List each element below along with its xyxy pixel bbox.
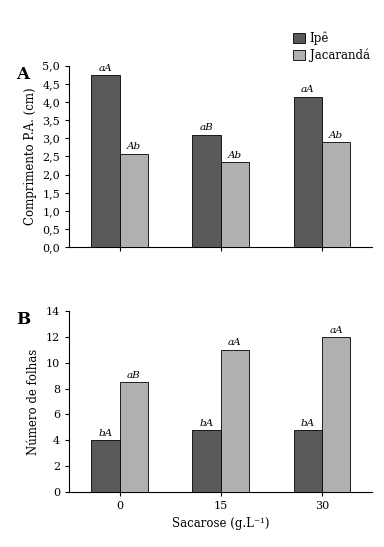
- Text: Ab: Ab: [329, 131, 343, 139]
- Bar: [221, 162, 249, 247]
- Y-axis label: Comprimento P.A. (cm): Comprimento P.A. (cm): [24, 88, 37, 225]
- Bar: [322, 142, 350, 247]
- Bar: [120, 154, 148, 247]
- Bar: [192, 430, 221, 492]
- Text: aA: aA: [301, 85, 314, 94]
- Text: aA: aA: [329, 325, 343, 335]
- Text: B: B: [16, 311, 30, 328]
- Text: bA: bA: [200, 419, 214, 428]
- Text: aB: aB: [127, 371, 141, 380]
- Bar: [91, 75, 120, 247]
- Bar: [294, 430, 322, 492]
- Bar: [221, 350, 249, 492]
- Bar: [322, 337, 350, 492]
- Text: bA: bA: [98, 429, 113, 438]
- Text: aB: aB: [200, 124, 214, 132]
- Text: Ab: Ab: [228, 150, 242, 160]
- Text: aA: aA: [228, 339, 242, 347]
- Bar: [91, 440, 120, 492]
- Y-axis label: Número de folhas: Número de folhas: [27, 348, 40, 455]
- Text: Ab: Ab: [127, 142, 141, 152]
- Bar: [192, 135, 221, 247]
- Legend: Ipê, Jacarandá: Ipê, Jacarandá: [293, 32, 370, 62]
- Text: aA: aA: [99, 63, 113, 73]
- Bar: [120, 382, 148, 492]
- Text: bA: bA: [301, 419, 315, 428]
- Bar: [294, 96, 322, 247]
- Text: A: A: [16, 66, 29, 83]
- X-axis label: Sacarose (g.L⁻¹): Sacarose (g.L⁻¹): [172, 517, 270, 530]
